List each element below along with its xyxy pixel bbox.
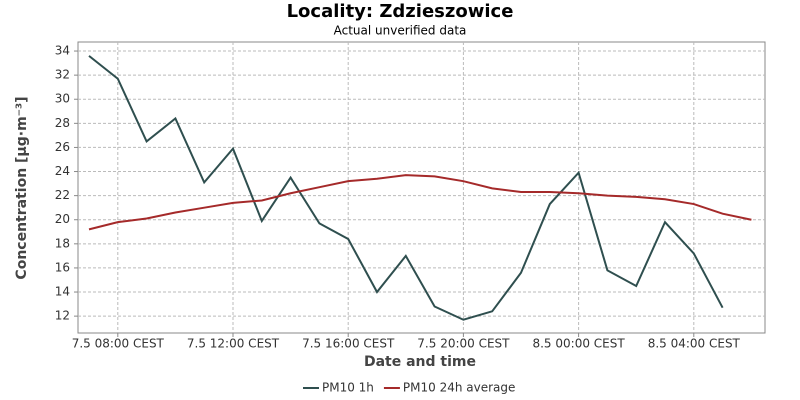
y-tick-label: 16 — [55, 260, 70, 274]
y-tick-label: 12 — [55, 309, 70, 323]
data-line — [88, 55, 724, 321]
chart-subtitle: Actual unverified data — [334, 24, 467, 38]
legend-label[interactable]: PM10 1h — [322, 381, 374, 395]
x-tick-label: 7.5 08:00 CEST — [72, 337, 165, 351]
y-tick-label: 26 — [55, 140, 70, 154]
y-tick-label: 28 — [55, 116, 70, 130]
legend-label[interactable]: PM10 24h average — [403, 381, 516, 395]
y-tick-label: 14 — [55, 285, 70, 299]
x-tick-label: 7.5 12:00 CEST — [187, 337, 280, 351]
x-tick-label: 7.5 20:00 CEST — [417, 337, 510, 351]
y-tick-label: 22 — [55, 188, 70, 202]
y-tick-label: 32 — [55, 68, 70, 82]
y-tick-label: 30 — [55, 92, 70, 106]
data-line — [88, 174, 752, 231]
x-tick-label: 7.5 16:00 CEST — [302, 337, 395, 351]
x-tick-label: 8.5 04:00 CEST — [648, 337, 741, 351]
plot-area — [77, 41, 766, 334]
x-axis-label: Date and time — [364, 354, 476, 370]
y-axis-label: Concentration [µg·m⁻³] — [14, 96, 30, 279]
y-tick-label: 20 — [55, 212, 70, 226]
x-tick-label: 8.5 00:00 CEST — [532, 337, 625, 351]
y-tick-label: 34 — [55, 44, 70, 58]
y-tick-label: 24 — [55, 164, 70, 178]
chart-title: Locality: Zdzieszowice — [287, 1, 514, 22]
y-tick-label: 18 — [55, 236, 70, 250]
